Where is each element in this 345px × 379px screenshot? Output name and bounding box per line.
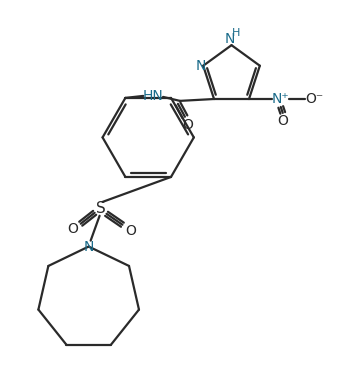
Text: N: N	[196, 59, 206, 73]
Text: H: H	[232, 28, 241, 38]
Text: O: O	[183, 118, 193, 132]
Text: O: O	[125, 224, 136, 238]
Text: N: N	[83, 240, 94, 254]
Text: N⁺: N⁺	[272, 92, 289, 106]
Text: O⁻: O⁻	[305, 92, 324, 106]
Text: HN: HN	[143, 89, 164, 103]
Text: O: O	[67, 222, 78, 236]
Text: O: O	[277, 114, 288, 128]
Text: N: N	[224, 32, 235, 46]
Text: S: S	[96, 201, 106, 216]
